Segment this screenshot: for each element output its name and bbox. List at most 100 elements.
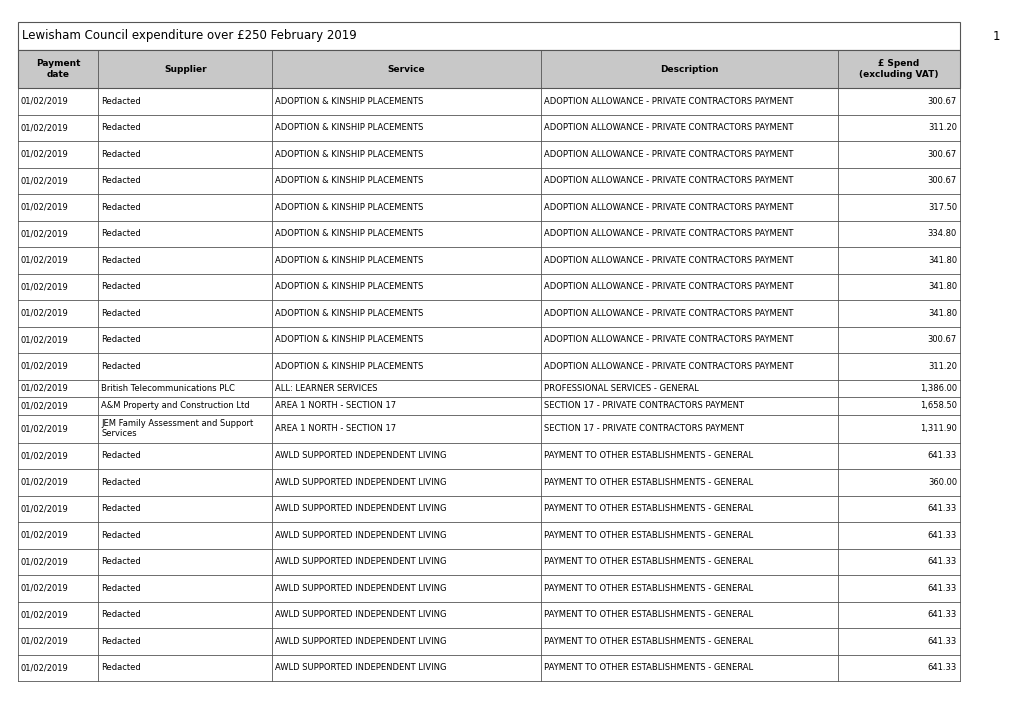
Text: Redacted: Redacted <box>101 637 141 646</box>
Text: 01/02/2019: 01/02/2019 <box>21 451 68 460</box>
Text: AREA 1 NORTH - SECTION 17: AREA 1 NORTH - SECTION 17 <box>275 402 396 410</box>
Text: Redacted: Redacted <box>101 451 141 460</box>
Text: ADOPTION ALLOWANCE - PRIVATE CONTRACTORS PAYMENT: ADOPTION ALLOWANCE - PRIVATE CONTRACTORS… <box>543 335 793 344</box>
Text: 01/02/2019: 01/02/2019 <box>21 557 68 566</box>
Text: PAYMENT TO OTHER ESTABLISHMENTS - GENERAL: PAYMENT TO OTHER ESTABLISHMENTS - GENERA… <box>543 637 752 646</box>
Text: PAYMENT TO OTHER ESTABLISHMENTS - GENERAL: PAYMENT TO OTHER ESTABLISHMENTS - GENERA… <box>543 451 752 460</box>
Text: 641.33: 641.33 <box>927 451 956 460</box>
Text: ADOPTION ALLOWANCE - PRIVATE CONTRACTORS PAYMENT: ADOPTION ALLOWANCE - PRIVATE CONTRACTORS… <box>543 97 793 106</box>
Text: 641.33: 641.33 <box>927 610 956 619</box>
Text: 01/02/2019: 01/02/2019 <box>21 282 68 291</box>
Text: ALL: LEARNER SERVICES: ALL: LEARNER SERVICES <box>275 384 377 393</box>
Text: SECTION 17 - PRIVATE CONTRACTORS PAYMENT: SECTION 17 - PRIVATE CONTRACTORS PAYMENT <box>543 402 743 410</box>
Text: Redacted: Redacted <box>101 203 141 212</box>
Text: AWLD SUPPORTED INDEPENDENT LIVING: AWLD SUPPORTED INDEPENDENT LIVING <box>275 637 446 646</box>
Text: ADOPTION ALLOWANCE - PRIVATE CONTRACTORS PAYMENT: ADOPTION ALLOWANCE - PRIVATE CONTRACTORS… <box>543 203 793 212</box>
Text: 341.80: 341.80 <box>927 309 956 318</box>
Text: Service: Service <box>387 64 425 74</box>
Text: PAYMENT TO OTHER ESTABLISHMENTS - GENERAL: PAYMENT TO OTHER ESTABLISHMENTS - GENERA… <box>543 584 752 593</box>
Text: ADOPTION & KINSHIP PLACEMENTS: ADOPTION & KINSHIP PLACEMENTS <box>275 309 423 318</box>
Text: 01/02/2019: 01/02/2019 <box>21 203 68 212</box>
Text: 1,386.00: 1,386.00 <box>919 384 956 393</box>
Text: 341.80: 341.80 <box>927 282 956 291</box>
Text: Redacted: Redacted <box>101 663 141 672</box>
Text: 341.80: 341.80 <box>927 256 956 265</box>
Text: 01/02/2019: 01/02/2019 <box>21 256 68 265</box>
Text: 01/02/2019: 01/02/2019 <box>21 504 68 513</box>
Text: 311.20: 311.20 <box>927 362 956 371</box>
Text: 334.80: 334.80 <box>927 229 956 238</box>
Text: ADOPTION ALLOWANCE - PRIVATE CONTRACTORS PAYMENT: ADOPTION ALLOWANCE - PRIVATE CONTRACTORS… <box>543 229 793 238</box>
Text: 01/02/2019: 01/02/2019 <box>21 637 68 646</box>
Text: Redacted: Redacted <box>101 123 141 132</box>
Text: 300.67: 300.67 <box>927 97 956 106</box>
Text: 01/02/2019: 01/02/2019 <box>21 309 68 318</box>
Text: Redacted: Redacted <box>101 362 141 371</box>
Text: ADOPTION & KINSHIP PLACEMENTS: ADOPTION & KINSHIP PLACEMENTS <box>275 150 423 159</box>
Text: Redacted: Redacted <box>101 229 141 238</box>
Text: 641.33: 641.33 <box>927 504 956 513</box>
Text: 300.67: 300.67 <box>927 335 956 344</box>
Text: Redacted: Redacted <box>101 97 141 106</box>
Text: 01/02/2019: 01/02/2019 <box>21 402 68 410</box>
Text: ADOPTION & KINSHIP PLACEMENTS: ADOPTION & KINSHIP PLACEMENTS <box>275 97 423 106</box>
Text: ADOPTION & KINSHIP PLACEMENTS: ADOPTION & KINSHIP PLACEMENTS <box>275 123 423 132</box>
Text: 01/02/2019: 01/02/2019 <box>21 384 68 393</box>
Text: Redacted: Redacted <box>101 504 141 513</box>
Text: Redacted: Redacted <box>101 557 141 566</box>
Text: PAYMENT TO OTHER ESTABLISHMENTS - GENERAL: PAYMENT TO OTHER ESTABLISHMENTS - GENERA… <box>543 663 752 672</box>
Text: ADOPTION ALLOWANCE - PRIVATE CONTRACTORS PAYMENT: ADOPTION ALLOWANCE - PRIVATE CONTRACTORS… <box>543 282 793 291</box>
Text: AWLD SUPPORTED INDEPENDENT LIVING: AWLD SUPPORTED INDEPENDENT LIVING <box>275 663 446 672</box>
Text: A&M Property and Construction Ltd: A&M Property and Construction Ltd <box>101 402 250 410</box>
Text: Redacted: Redacted <box>101 584 141 593</box>
Text: ADOPTION & KINSHIP PLACEMENTS: ADOPTION & KINSHIP PLACEMENTS <box>275 256 423 265</box>
Text: Supplier: Supplier <box>164 64 206 74</box>
Text: Lewisham Council expenditure over £250 February 2019: Lewisham Council expenditure over £250 F… <box>22 30 357 43</box>
Text: AWLD SUPPORTED INDEPENDENT LIVING: AWLD SUPPORTED INDEPENDENT LIVING <box>275 610 446 619</box>
Text: ADOPTION ALLOWANCE - PRIVATE CONTRACTORS PAYMENT: ADOPTION ALLOWANCE - PRIVATE CONTRACTORS… <box>543 123 793 132</box>
Text: ADOPTION & KINSHIP PLACEMENTS: ADOPTION & KINSHIP PLACEMENTS <box>275 282 423 291</box>
Text: AWLD SUPPORTED INDEPENDENT LIVING: AWLD SUPPORTED INDEPENDENT LIVING <box>275 451 446 460</box>
Text: British Telecommunications PLC: British Telecommunications PLC <box>101 384 234 393</box>
Text: 01/02/2019: 01/02/2019 <box>21 150 68 159</box>
Text: 1: 1 <box>993 30 1000 43</box>
Text: SECTION 17 - PRIVATE CONTRACTORS PAYMENT: SECTION 17 - PRIVATE CONTRACTORS PAYMENT <box>543 424 743 433</box>
Text: ADOPTION ALLOWANCE - PRIVATE CONTRACTORS PAYMENT: ADOPTION ALLOWANCE - PRIVATE CONTRACTORS… <box>543 150 793 159</box>
Text: AWLD SUPPORTED INDEPENDENT LIVING: AWLD SUPPORTED INDEPENDENT LIVING <box>275 557 446 566</box>
Text: 317.50: 317.50 <box>927 203 956 212</box>
Text: Redacted: Redacted <box>101 309 141 318</box>
Text: PAYMENT TO OTHER ESTABLISHMENTS - GENERAL: PAYMENT TO OTHER ESTABLISHMENTS - GENERA… <box>543 557 752 566</box>
Text: AWLD SUPPORTED INDEPENDENT LIVING: AWLD SUPPORTED INDEPENDENT LIVING <box>275 478 446 487</box>
Text: ADOPTION ALLOWANCE - PRIVATE CONTRACTORS PAYMENT: ADOPTION ALLOWANCE - PRIVATE CONTRACTORS… <box>543 362 793 371</box>
Text: 01/02/2019: 01/02/2019 <box>21 584 68 593</box>
Text: ADOPTION & KINSHIP PLACEMENTS: ADOPTION & KINSHIP PLACEMENTS <box>275 335 423 344</box>
Text: Payment
date: Payment date <box>36 59 81 79</box>
Text: ADOPTION & KINSHIP PLACEMENTS: ADOPTION & KINSHIP PLACEMENTS <box>275 229 423 238</box>
Text: Redacted: Redacted <box>101 478 141 487</box>
Text: PROFESSIONAL SERVICES - GENERAL: PROFESSIONAL SERVICES - GENERAL <box>543 384 698 393</box>
Text: 01/02/2019: 01/02/2019 <box>21 610 68 619</box>
Text: ADOPTION & KINSHIP PLACEMENTS: ADOPTION & KINSHIP PLACEMENTS <box>275 203 423 212</box>
Text: 01/02/2019: 01/02/2019 <box>21 362 68 371</box>
Text: PAYMENT TO OTHER ESTABLISHMENTS - GENERAL: PAYMENT TO OTHER ESTABLISHMENTS - GENERA… <box>543 610 752 619</box>
Text: PAYMENT TO OTHER ESTABLISHMENTS - GENERAL: PAYMENT TO OTHER ESTABLISHMENTS - GENERA… <box>543 504 752 513</box>
Text: 641.33: 641.33 <box>927 663 956 672</box>
Text: Redacted: Redacted <box>101 335 141 344</box>
Text: 1,658.50: 1,658.50 <box>919 402 956 410</box>
Text: PAYMENT TO OTHER ESTABLISHMENTS - GENERAL: PAYMENT TO OTHER ESTABLISHMENTS - GENERA… <box>543 531 752 540</box>
Text: 01/02/2019: 01/02/2019 <box>21 478 68 487</box>
Text: AWLD SUPPORTED INDEPENDENT LIVING: AWLD SUPPORTED INDEPENDENT LIVING <box>275 584 446 593</box>
Text: AREA 1 NORTH - SECTION 17: AREA 1 NORTH - SECTION 17 <box>275 424 396 433</box>
Text: 01/02/2019: 01/02/2019 <box>21 229 68 238</box>
Text: 641.33: 641.33 <box>927 557 956 566</box>
Text: 641.33: 641.33 <box>927 584 956 593</box>
Text: 01/02/2019: 01/02/2019 <box>21 176 68 185</box>
Text: 01/02/2019: 01/02/2019 <box>21 335 68 344</box>
Text: Redacted: Redacted <box>101 256 141 265</box>
Text: ADOPTION ALLOWANCE - PRIVATE CONTRACTORS PAYMENT: ADOPTION ALLOWANCE - PRIVATE CONTRACTORS… <box>543 176 793 185</box>
Text: ADOPTION & KINSHIP PLACEMENTS: ADOPTION & KINSHIP PLACEMENTS <box>275 176 423 185</box>
Bar <box>18 50 959 88</box>
Text: AWLD SUPPORTED INDEPENDENT LIVING: AWLD SUPPORTED INDEPENDENT LIVING <box>275 531 446 540</box>
Text: 01/02/2019: 01/02/2019 <box>21 663 68 672</box>
Text: PAYMENT TO OTHER ESTABLISHMENTS - GENERAL: PAYMENT TO OTHER ESTABLISHMENTS - GENERA… <box>543 478 752 487</box>
